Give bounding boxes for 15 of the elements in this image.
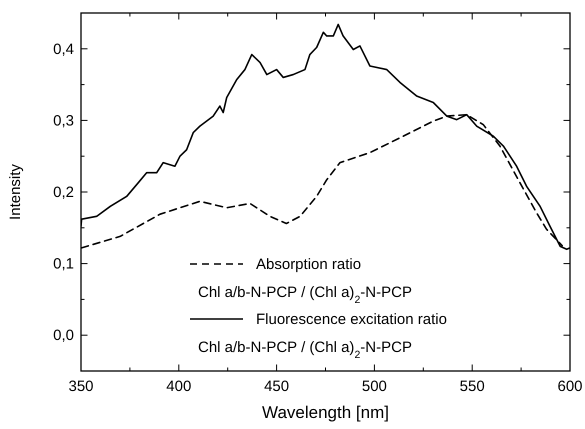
x-tick-label: 600 (557, 378, 583, 395)
y-tick-label: 0,1 (53, 256, 74, 273)
x-tick-label: 400 (166, 378, 192, 395)
legend-label: Fluorescence excitation ratio Chl a/b-N-PCP / (Chl a)$_{2}$-N-PCP (198, 311, 447, 361)
x-tick-label: 550 (460, 378, 485, 395)
x-tick-label: 350 (68, 378, 94, 395)
y-axis-title: Intensity (7, 164, 24, 220)
y-tick-label: 0,4 (53, 40, 74, 58)
y-tick-label: 0,3 (53, 112, 74, 130)
x-axis-title: Wavelength [nm] (262, 403, 389, 422)
x-tick-label: 450 (264, 378, 290, 395)
y-tick-label: 0,0 (53, 327, 74, 344)
legend-label: Absorption ratio Chl a/b-N-PCP / (Chl a)$_{2}$-N-PCP (198, 256, 412, 306)
x-tick-label: 500 (362, 378, 387, 395)
y-tick-label: 0,2 (53, 184, 74, 201)
